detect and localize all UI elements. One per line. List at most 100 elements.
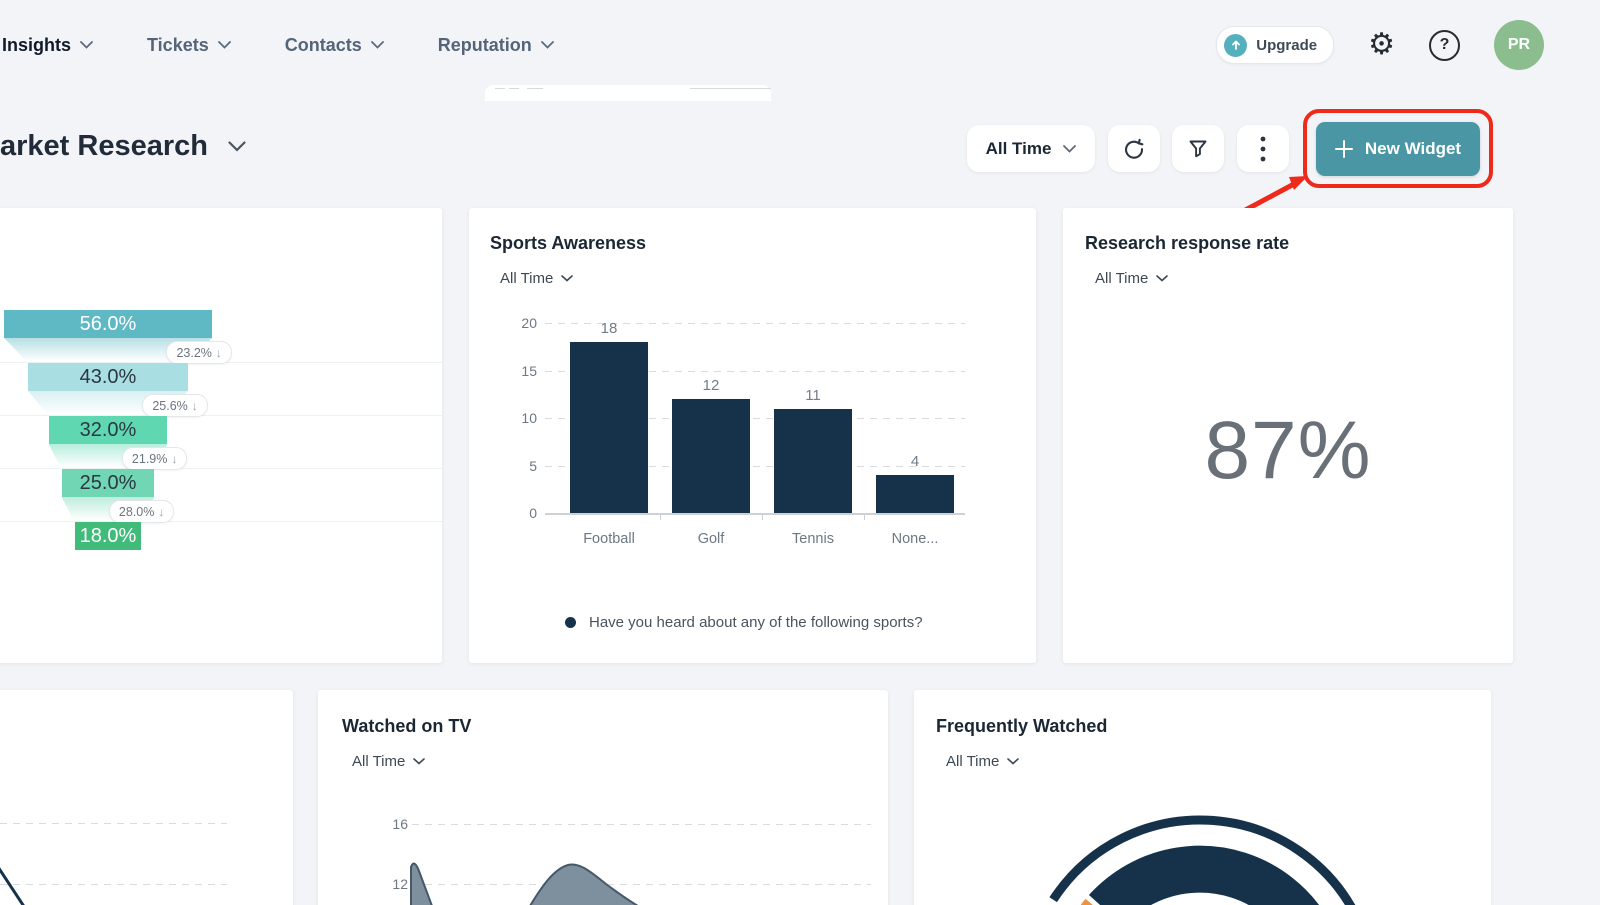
upgrade-button[interactable]: Upgrade [1216,26,1335,64]
stage-separator [0,521,442,522]
drop-rate-value: 28.0% [118,504,155,519]
chevron-down-icon [561,275,574,282]
kpi-value: 87% [1204,405,1372,496]
more-options-button[interactable] [1237,125,1289,172]
line-chart-partial [0,867,25,905]
drop-rate-value: 25.6% [152,398,188,413]
bar-football [570,342,648,513]
avatar-initials: PR [1507,36,1531,53]
bar-none [876,475,954,513]
y-tick-label: 5 [529,457,537,474]
time-filter-dropdown[interactable]: All Time [967,125,1095,172]
axis-tick [762,515,763,520]
settings-gear-icon[interactable]: ⚙ [1368,28,1395,61]
help-icon[interactable]: ? [1429,29,1460,61]
y-tick-label: 15 [521,362,537,379]
funnel-stage-bar: 25.0% [61,469,155,497]
refresh-icon [1124,138,1144,159]
avatar[interactable]: PR [1494,20,1544,70]
widget-title: Sports Awareness [490,233,647,253]
top-navigation: Insights Tickets Contacts Reputation [0,0,1600,90]
nav-label: Tickets [147,34,209,55]
time-filter-label: All Time [352,753,406,770]
chevron-down-icon [80,41,93,49]
widget-time-filter[interactable]: All Time [352,753,426,770]
chevron-down-icon [1156,275,1169,282]
y-tick-label: 20 [521,315,537,331]
grid-line [0,884,227,885]
nav-label: Insights [2,34,72,55]
popup-edge-remnant [485,85,771,101]
category-label: Tennis [792,531,834,547]
category-label: None... [891,531,939,547]
bar-golf [672,399,750,513]
widget-title: Research response rate [1085,233,1290,253]
chevron-down-icon [540,41,554,49]
bar-tennis [774,408,852,513]
category-label: Golf [697,531,725,547]
widget-time-filter[interactable]: All Time [946,753,1020,770]
chart-legend: Have you heard about any of the followin… [565,614,923,631]
page-title: arket Research [0,130,246,163]
upgrade-label: Upgrade [1256,36,1318,54]
filter-funnel-icon [1189,140,1207,157]
area-chart-partial [410,862,639,905]
new-widget-button[interactable]: New Widget [1316,122,1480,176]
drop-rate-value: 23.2% [176,345,212,360]
drop-rate-pill: 28.0% ↓ [108,500,175,523]
drop-rate-pill: 23.2% ↓ [166,341,232,364]
grid-line [412,884,871,885]
drop-rate-pill: 25.6% ↓ [142,394,208,417]
grid-line [0,823,227,824]
nav-item-reputation[interactable]: Reputation [438,35,554,56]
chevron-down-icon [1007,758,1020,765]
chevron-down-icon[interactable] [228,141,246,152]
grid-line [545,418,965,419]
widget-time-filter[interactable]: All Time [500,270,574,287]
widget-time-filter[interactable]: All Time [1095,270,1169,287]
axis-tick [660,515,661,520]
bar-value-label: 18 [600,320,618,337]
funnel-widget-card: 23.2% ↓ 56.0% 25.6% ↓ 43.0% 21.9% ↓ 32.0% 28.0… [0,208,442,663]
axis-tick [864,515,865,520]
chevron-down-icon [370,41,384,49]
drop-rate-pill: 21.9% ↓ [121,447,188,470]
nav-label: Contacts [284,34,362,55]
widget-title: Watched on TV [342,716,472,736]
time-filter-label: All Time [1095,270,1149,287]
time-filter-label: All Time [500,270,554,287]
nav-item-tickets[interactable]: Tickets [147,35,231,56]
bar-value-label: 4 [910,453,920,470]
filter-button[interactable] [1172,125,1224,172]
plus-icon [1334,140,1353,158]
drop-rate-value: 21.9% [131,451,168,466]
down-arrow-icon: ↓ [215,345,222,360]
y-tick-label: 0 [529,505,537,521]
down-arrow-icon: ↓ [191,398,198,413]
funnel-stage-bar: 32.0% [48,416,168,444]
widget-title: Frequently Watched [936,716,1108,736]
grid-line [545,465,965,467]
grid-line [545,323,965,324]
page-title-text: arket Research [0,130,208,162]
x-axis-line [545,513,965,515]
chevron-down-icon [413,758,426,765]
nav-item-contacts[interactable]: Contacts [285,35,384,56]
frequently-watched-card: Frequently Watched All Time [914,690,1491,905]
grid-line [412,824,871,825]
kebab-menu-icon [1260,136,1266,161]
bar-value-label: 12 [702,377,720,394]
nav-item-insights[interactable]: Insights [2,35,93,56]
grid-line [545,370,965,372]
refresh-button[interactable] [1108,125,1160,172]
category-label: Football [583,531,635,547]
stage-separator [0,468,442,469]
y-tick-label: 12 [392,876,408,892]
y-tick-label: 16 [392,816,408,832]
bar-value-label: 11 [805,386,821,404]
watched-tv-card: Watched on TV All Time 16 12 [318,690,888,905]
upgrade-arrow-icon [1224,33,1248,57]
response-rate-card: Research response rate All Time 87% [1063,208,1513,663]
y-tick-label: 10 [521,410,537,426]
